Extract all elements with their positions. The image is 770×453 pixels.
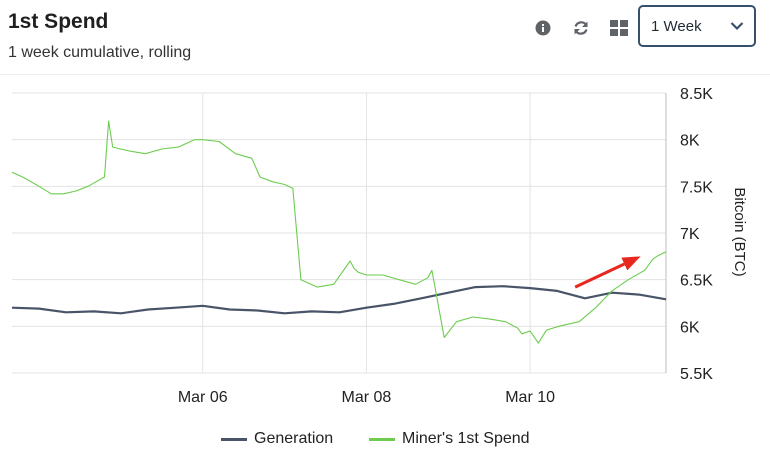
chart-title: 1st Spend [8,10,109,33]
y-tick-label: 6K [680,319,700,336]
series-lines [11,120,667,344]
x-tick-label: Mar 08 [342,389,392,406]
range-select-value: 1 Week [651,17,702,35]
x-tick-label: Mar 06 [178,389,228,406]
annotations [574,256,641,289]
y-tick-label: 5.5K [680,366,713,383]
y-tick-label: 8.5K [680,86,713,103]
y-axis-label: Bitcoin (BTC) [731,187,748,276]
range-select[interactable]: 1 Week [638,5,756,47]
series-line-miners-1st-spend [11,120,667,344]
annotation-arrow-shaft [574,262,625,289]
chevron-down-icon [730,18,744,35]
x-tick-label: Mar 10 [505,389,555,406]
annotation-arrow-head [621,256,641,271]
y-tick-label: 8K [680,133,700,150]
legend-label-miners-1st-spend: Miner's 1st Spend [402,430,530,447]
legend-item-generation[interactable]: Generation [221,430,333,448]
line-chart: 5.5K 6K 6.5K 7K 7.5K 8K 8.5K Mar 06 Mar 08 Mar 1… [11,86,748,406]
y-tick-label: 7K [680,226,700,243]
legend-item-miners-1st-spend[interactable]: Miner's 1st Spend [369,430,530,448]
grid-icon[interactable] [606,15,632,41]
x-axis-ticks: Mar 06 Mar 08 Mar 10 [178,389,555,406]
header-divider [0,74,770,75]
legend-label-generation: Generation [254,430,334,447]
legend-swatch-generation [221,437,247,441]
chart-toolbar [530,6,644,50]
legend-swatch-miners-1st-spend [369,437,395,441]
y-axis-ticks: 5.5K 6K 6.5K 7K 7.5K 8K 8.5K [680,86,713,383]
chart-legend: Generation Miner's 1st Spend [0,430,770,452]
y-tick-label: 6.5K [680,273,713,290]
refresh-icon[interactable] [568,15,594,41]
series-line-generation [11,285,667,315]
y-tick-label: 7.5K [680,179,713,196]
chart-subtitle: 1 week cumulative, rolling [8,44,192,61]
grid-lines [12,92,667,374]
info-icon[interactable] [530,15,556,41]
